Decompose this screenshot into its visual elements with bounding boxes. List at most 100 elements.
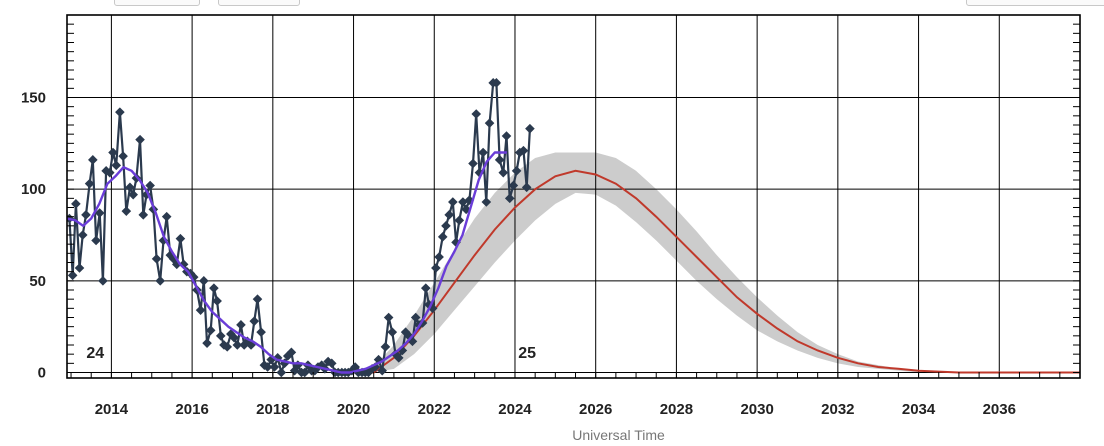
x-tick-label: 2018	[256, 401, 289, 418]
monthly-data-point	[461, 204, 471, 215]
x-tick-label: 2020	[337, 401, 370, 418]
monthly-data-point	[269, 362, 280, 372]
monthly-data-point	[74, 263, 85, 273]
monthly-data-point	[434, 252, 444, 262]
monthly-data-point	[420, 283, 431, 293]
monthly-data-point	[125, 182, 135, 193]
monthly-data-point	[108, 147, 118, 158]
monthly-data-point	[81, 210, 91, 220]
monthly-data-point	[491, 78, 502, 88]
plot-frame	[66, 14, 1081, 379]
monthly-data-point	[155, 276, 166, 286]
monthly-data-point	[195, 305, 206, 315]
series-layer	[67, 78, 1080, 378]
predicted-series-line	[333, 169, 1080, 374]
monthly-data-point	[448, 197, 458, 207]
x-tick-label: 2014	[95, 401, 129, 418]
y-tick-label: 150	[21, 90, 46, 107]
y-tick-label: 0	[38, 365, 46, 382]
monthly-data-point	[205, 325, 216, 336]
monthly-data-point	[178, 259, 189, 270]
monthly-data-point	[326, 358, 337, 369]
monthly-data-point	[101, 166, 111, 176]
x-tick-label: 2030	[740, 401, 773, 418]
toolbar-button-1[interactable]	[114, 0, 200, 6]
monthly-data-point	[431, 263, 441, 273]
monthly-data-point	[437, 232, 448, 242]
smoothed-series-line	[67, 151, 507, 374]
label-layer: 2014 2016 2018 2020 2022 2024 2026 2028 2030 2032…	[21, 90, 1016, 444]
y-tick-label: 100	[21, 181, 46, 198]
monthly-series-line	[68, 81, 531, 374]
monthly-data-point	[276, 367, 287, 378]
monthly-data-point	[484, 118, 495, 128]
monthly-data-point	[232, 340, 243, 350]
monthly-data-point	[444, 210, 454, 220]
monthly-data-point	[377, 365, 388, 376]
monthly-data-point	[256, 327, 266, 337]
monthly-data-point	[242, 336, 253, 347]
monthly-data-point	[115, 107, 125, 117]
monthly-data-point	[498, 167, 509, 178]
monthly-data-point	[212, 296, 222, 306]
monthly-data-point	[407, 336, 418, 347]
y-tick-label: 50	[29, 273, 46, 290]
axis-layer	[66, 14, 1081, 379]
monthly-data-point	[410, 312, 421, 323]
x-tick-label: 2022	[418, 401, 451, 418]
monthly-data-point	[84, 178, 95, 189]
monthly-data-point	[111, 160, 122, 171]
monthly-data-point	[521, 182, 532, 193]
cycle-label: 25	[518, 345, 536, 362]
monthly-data-point	[451, 237, 461, 248]
monthly-data-point	[145, 180, 155, 191]
monthly-data-point	[67, 270, 78, 281]
monthly-data-point	[299, 367, 310, 378]
x-tick-label: 2024	[498, 401, 532, 418]
monthly-data-point	[91, 235, 101, 246]
monthly-data-point	[94, 208, 105, 218]
monthly-data-point	[511, 166, 522, 176]
monthly-data-point	[249, 316, 260, 326]
monthly-data-point	[504, 193, 515, 204]
monthly-data-point	[501, 131, 512, 141]
x-tick-label: 2028	[660, 401, 693, 418]
x-tick-label: 2026	[579, 401, 612, 418]
monthly-data-point	[128, 189, 138, 200]
monthly-data-point	[494, 155, 505, 165]
monthly-data-point	[400, 327, 411, 337]
monthly-data-point	[175, 233, 186, 244]
cycle-label: 24	[86, 345, 104, 362]
monthly-data-point	[188, 272, 199, 282]
monthly-data-point	[199, 276, 209, 286]
monthly-data-point	[471, 109, 482, 119]
monthly-data-point	[104, 167, 115, 178]
x-axis-title: Universal Time	[572, 427, 665, 443]
toolbar-control-right[interactable]	[966, 0, 1104, 6]
toolbar-button-2[interactable]	[218, 0, 300, 6]
monthly-data-point	[185, 268, 196, 279]
monthly-data-point	[393, 353, 404, 363]
monthly-data-point	[161, 211, 172, 222]
grid-layer	[67, 15, 1080, 378]
monthly-data-point	[71, 199, 81, 209]
monthly-data-point	[121, 206, 132, 216]
monthly-data-point	[215, 331, 226, 341]
monthly-data-point	[427, 303, 438, 314]
monthly-data-point	[518, 145, 529, 156]
monthly-data-point	[135, 134, 145, 145]
monthly-data-point	[508, 180, 519, 191]
monthly-data-point	[424, 299, 434, 310]
monthly-data-point	[286, 347, 297, 358]
x-tick-label: 2034	[902, 401, 936, 418]
monthly-data-point	[387, 327, 398, 337]
monthly-data-point	[441, 221, 451, 231]
x-tick-label: 2032	[821, 401, 854, 418]
monthly-data-point	[474, 167, 485, 178]
monthly-data-point	[279, 358, 290, 369]
x-tick-label: 2016	[175, 401, 208, 418]
monthly-data-point	[171, 259, 182, 270]
x-tick-label: 2036	[983, 401, 1016, 418]
monthly-data-point	[138, 210, 149, 220]
